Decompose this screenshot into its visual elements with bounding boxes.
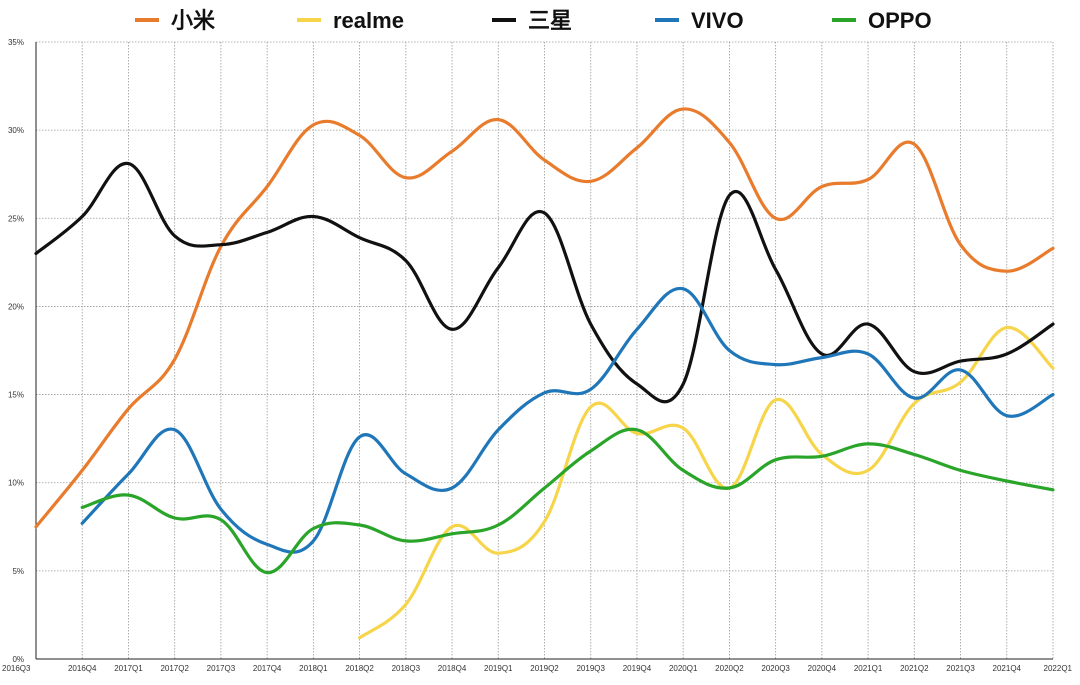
x-tick-label: 2022Q1 [1044,664,1073,673]
legend: 小米 realme 三星 VIVO OPPO [135,8,932,33]
x-tick-label: 2019Q3 [576,664,605,673]
x-tick-label: 2018Q3 [392,664,421,673]
y-tick-label: 30% [8,126,24,135]
legend-label: 小米 [171,8,216,33]
series-line-3 [80,286,1055,554]
x-tick-label: 2017Q1 [114,664,143,673]
series-line-2 [34,161,1055,404]
y-tick-label: 25% [8,214,24,223]
x-tick-label: 2019Q1 [484,664,513,673]
y-tick-label: 0% [12,655,24,664]
grid [36,41,1054,659]
x-tick-label: 2018Q4 [438,664,467,673]
series-line-4 [80,427,1055,575]
x-tick-label: 2017Q2 [160,664,189,673]
x-tick-label: 2018Q2 [345,664,374,673]
x-tick-label: 2021Q4 [993,664,1022,673]
series-line-1 [358,325,1055,640]
x-tick-label: 2017Q4 [253,664,282,673]
x-tick-label: 2020Q1 [669,664,698,673]
x-tick-label: 2018Q1 [299,664,328,673]
legend-label: realme [333,8,404,33]
series-lines [34,107,1055,640]
x-tick-label: 2017Q3 [207,664,236,673]
y-tick-label: 10% [8,479,24,488]
x-tick-label: 2021Q3 [946,664,975,673]
legend-label: OPPO [868,8,932,33]
series-line-0 [34,107,1055,529]
x-tick-label: 2020Q2 [715,664,744,673]
x-tick-label: 2016Q3 [2,664,31,673]
x-tick-label: 2019Q4 [623,664,652,673]
x-tick-label: 2016Q4 [68,664,97,673]
x-tick-label: 2019Q2 [530,664,559,673]
y-tick-label: 35% [8,38,24,47]
y-tick-label: 5% [12,567,24,576]
x-tick-label: 2020Q4 [808,664,837,673]
y-tick-label: 20% [8,302,24,311]
legend-label: 三星 [528,8,572,33]
x-tick-label: 2020Q3 [761,664,790,673]
axes: 0% 5% 10% 15% 20% 25% 30% 35% 2016Q3 2016Q4 2017Q1… [2,38,1073,673]
y-tick-label: 15% [8,391,24,400]
legend-label: VIVO [691,8,744,33]
x-tick-label: 2021Q1 [854,664,883,673]
x-tick-label: 2021Q2 [900,664,929,673]
